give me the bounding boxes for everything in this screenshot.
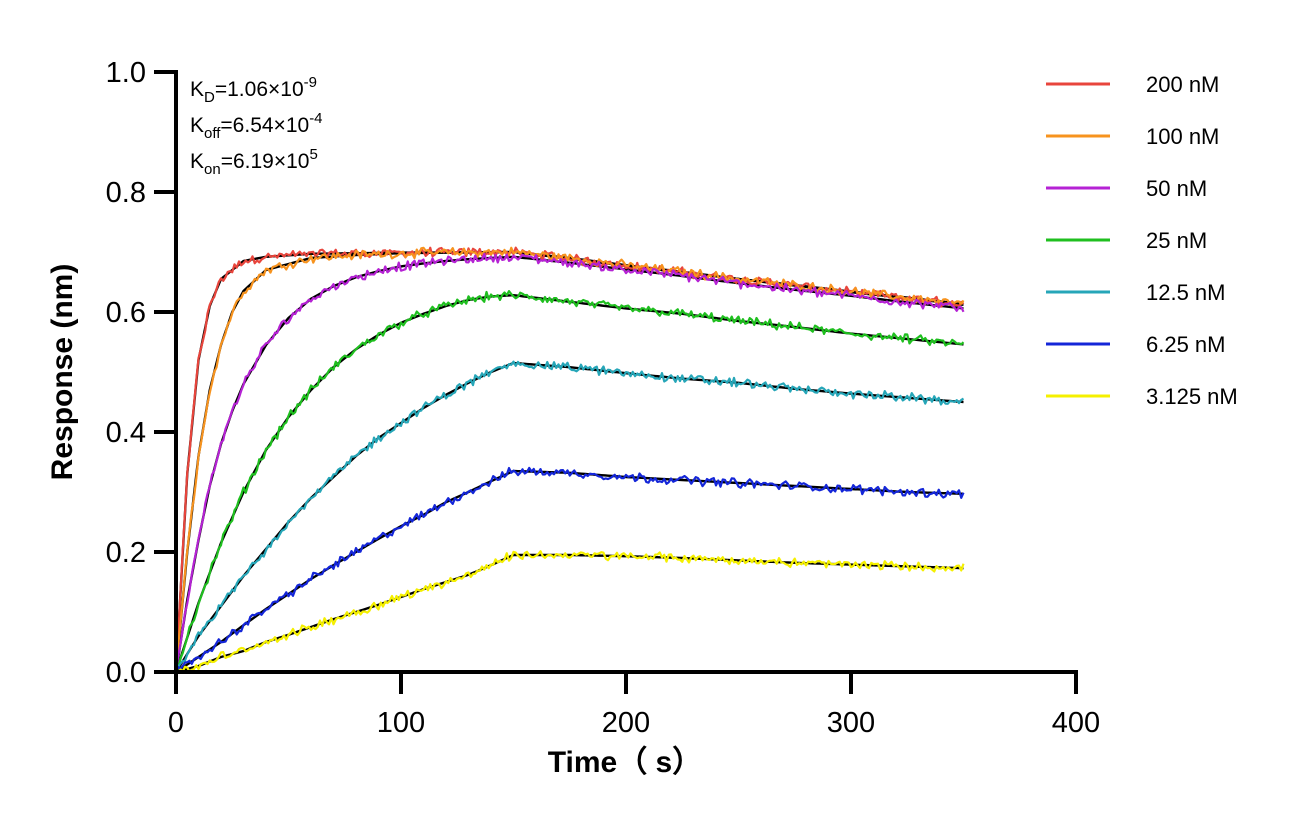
series-line-25-nM: [175, 290, 965, 672]
y-tick-label: 0.2: [106, 537, 146, 569]
data-curves: [174, 246, 965, 674]
kinetic-constants: KD=1.06×10-9 Koff=6.54×10-4 Kon=6.19×105: [190, 74, 323, 178]
series-line-6_25-nM: [175, 466, 965, 672]
fit-line-100-nM: [174, 250, 964, 673]
series-line-100-nM: [174, 246, 965, 670]
legend-label: 12.5 nM: [1146, 280, 1226, 305]
legend-label: 200 nM: [1146, 72, 1219, 97]
x-axis-title: Time（ s）: [548, 745, 703, 779]
kinetic-constant-label: KD=1.06×10-9: [190, 74, 317, 106]
legend-label: 6.25 nM: [1146, 332, 1226, 357]
y-tick-label: 0.0: [106, 657, 146, 689]
y-tick-label: 0.8: [106, 177, 146, 209]
series-line-12_5-nM: [174, 360, 965, 673]
fit-line-200-nM: [174, 250, 964, 673]
x-tick-label: 300: [827, 707, 875, 739]
kinetic-constant-label: Kon=6.19×105: [190, 146, 318, 178]
y-axis-title: Response (nm): [46, 264, 79, 481]
fit-line-25-nM: [174, 293, 964, 673]
plot-area: [174, 246, 965, 674]
legend: 200 nM 100 nM 50 nM 25 nM 12.5 nM 6.25 nM 3.12…: [1046, 72, 1238, 409]
fit-line-50-nM: [174, 255, 964, 673]
fit-curves: [174, 250, 964, 674]
x-tick-label: 200: [602, 707, 650, 739]
y-tick-label: 0.4: [106, 417, 146, 449]
axes: 0.0 0.2 0.4 0.6 0.8 1.0 0 100 200 300 400: [106, 57, 1101, 739]
legend-label: 50 nM: [1146, 176, 1207, 201]
x-tick-label: 0: [168, 707, 184, 739]
fit-line-6_25-nM: [175, 469, 964, 673]
series-line-50-nM: [174, 252, 965, 671]
x-tick-label: 400: [1052, 707, 1100, 739]
legend-label: 100 nM: [1146, 124, 1219, 149]
legend-label: 3.125 nM: [1146, 384, 1238, 409]
series-line-200-nM: [174, 246, 965, 671]
y-tick-label: 0.6: [106, 297, 146, 329]
legend-label: 25 nM: [1146, 228, 1207, 253]
x-tick-label: 100: [377, 707, 425, 739]
series-line-3_125-nM: [175, 550, 965, 674]
kinetic-constant-label: Koff=6.54×10-4: [190, 110, 323, 142]
y-tick-label: 1.0: [106, 57, 146, 89]
fit-line-3_125-nM: [175, 553, 964, 674]
